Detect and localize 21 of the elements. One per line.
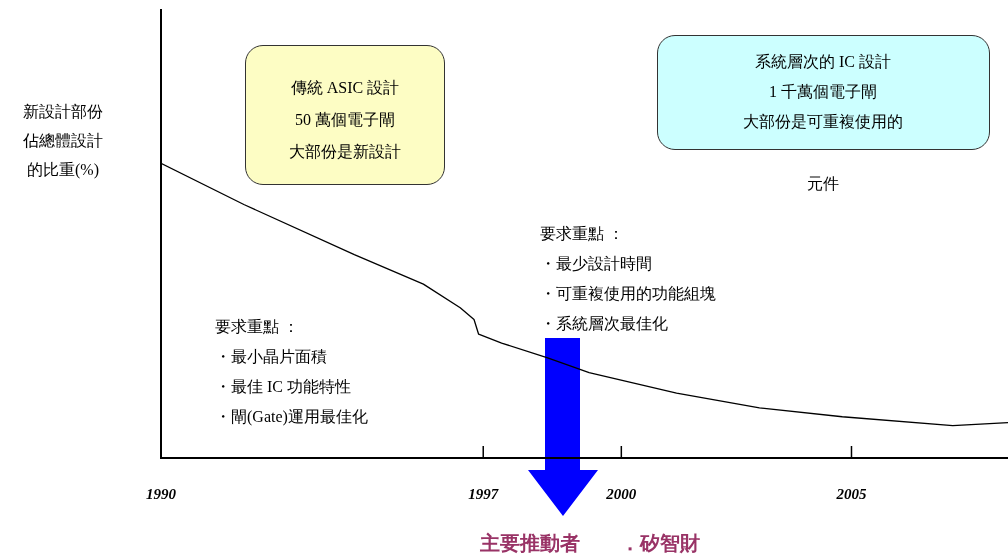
annotation: ・最小晶片面積 [215,347,328,367]
annotation: ・系統層次最佳化 [540,314,669,334]
text: 主要推動者 ．矽智財 [480,531,701,555]
annotation: ・最佳 IC 功能特性 [215,377,352,397]
x-tick-label: 1997 [468,485,499,502]
annotation: ・可重複使用的功能組塊 [540,284,717,304]
text: 大部份是新設計 [288,142,402,162]
text: 大部份是可重複使用的 [742,112,904,132]
annotation: 元件 [806,174,840,194]
text: 傳統 ASIC 設計 [289,78,401,98]
y-axis-title: 新設計部份佔總體設計的比重(%) [22,102,104,181]
text: 50 萬個電子閘 [294,110,396,130]
annotation: 要求重點 ： [540,224,625,244]
annotation: ・最少設計時間 [540,254,653,274]
x-tick-label: 2000 [605,485,637,502]
annotation: 要求重點 ： [215,317,300,337]
x-tick-label: 2005 [835,485,867,502]
annotation: ・閘(Gate)運用最佳化 [215,407,369,428]
text: 1 千萬個電子閘 [768,82,878,102]
x-tick-label: 1990 [146,485,177,502]
text: 系統層次的 IC 設計 [754,52,892,72]
